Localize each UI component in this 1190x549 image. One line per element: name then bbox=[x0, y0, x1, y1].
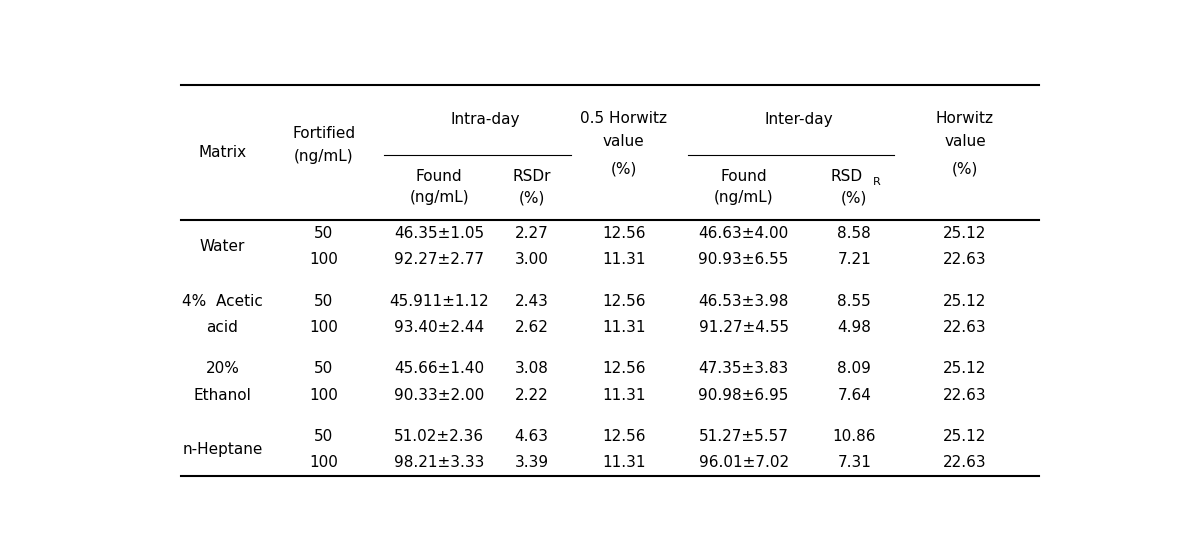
Text: 45.911±1.12: 45.911±1.12 bbox=[389, 294, 489, 309]
Text: value: value bbox=[944, 135, 985, 149]
Text: n-Heptane: n-Heptane bbox=[182, 442, 263, 457]
Text: 90.98±6.95: 90.98±6.95 bbox=[699, 388, 789, 402]
Text: Horwitz: Horwitz bbox=[937, 111, 994, 126]
Text: 45.66±1.40: 45.66±1.40 bbox=[394, 361, 484, 376]
Text: 50: 50 bbox=[314, 361, 333, 376]
Text: Ethanol: Ethanol bbox=[194, 388, 251, 402]
Text: 50: 50 bbox=[314, 226, 333, 241]
Text: 25.12: 25.12 bbox=[944, 294, 987, 309]
Text: (ng/mL): (ng/mL) bbox=[294, 149, 353, 164]
Text: RSDr: RSDr bbox=[512, 169, 551, 184]
Text: (%): (%) bbox=[841, 191, 868, 205]
Text: 2.43: 2.43 bbox=[514, 294, 549, 309]
Text: 20%: 20% bbox=[206, 361, 239, 376]
Text: (%): (%) bbox=[610, 162, 637, 177]
Text: 51.27±5.57: 51.27±5.57 bbox=[699, 429, 789, 444]
Text: 3.00: 3.00 bbox=[514, 253, 549, 267]
Text: 7.21: 7.21 bbox=[838, 253, 871, 267]
Text: RSD: RSD bbox=[831, 169, 863, 184]
Text: 12.56: 12.56 bbox=[602, 226, 645, 241]
Text: 96.01±7.02: 96.01±7.02 bbox=[699, 455, 789, 470]
Text: 4%  Acetic: 4% Acetic bbox=[182, 294, 263, 309]
Text: 46.63±4.00: 46.63±4.00 bbox=[699, 226, 789, 241]
Text: 100: 100 bbox=[309, 388, 338, 402]
Text: R: R bbox=[872, 177, 881, 187]
Text: 8.09: 8.09 bbox=[838, 361, 871, 376]
Text: 91.27±4.55: 91.27±4.55 bbox=[699, 320, 789, 335]
Text: 7.64: 7.64 bbox=[838, 388, 871, 402]
Text: 25.12: 25.12 bbox=[944, 361, 987, 376]
Text: 11.31: 11.31 bbox=[602, 320, 645, 335]
Text: 93.40±2.44: 93.40±2.44 bbox=[394, 320, 484, 335]
Text: (%): (%) bbox=[952, 162, 978, 177]
Text: 2.22: 2.22 bbox=[514, 388, 549, 402]
Text: 0.5 Horwitz: 0.5 Horwitz bbox=[581, 111, 668, 126]
Text: Found: Found bbox=[720, 169, 766, 184]
Text: 25.12: 25.12 bbox=[944, 226, 987, 241]
Text: value: value bbox=[603, 135, 645, 149]
Text: 90.33±2.00: 90.33±2.00 bbox=[394, 388, 484, 402]
Text: 7.31: 7.31 bbox=[838, 455, 871, 470]
Text: acid: acid bbox=[207, 320, 238, 335]
Text: 12.56: 12.56 bbox=[602, 429, 645, 444]
Text: 3.08: 3.08 bbox=[514, 361, 549, 376]
Text: 4.63: 4.63 bbox=[514, 429, 549, 444]
Text: (ng/mL): (ng/mL) bbox=[714, 191, 774, 205]
Text: 22.63: 22.63 bbox=[944, 253, 987, 267]
Text: 8.58: 8.58 bbox=[838, 226, 871, 241]
Text: Inter-day: Inter-day bbox=[765, 113, 833, 127]
Text: 100: 100 bbox=[309, 253, 338, 267]
Text: 12.56: 12.56 bbox=[602, 294, 645, 309]
Text: 11.31: 11.31 bbox=[602, 388, 645, 402]
Text: Intra-day: Intra-day bbox=[451, 113, 520, 127]
Text: 100: 100 bbox=[309, 455, 338, 470]
Text: 3.39: 3.39 bbox=[514, 455, 549, 470]
Text: 2.62: 2.62 bbox=[514, 320, 549, 335]
Text: 8.55: 8.55 bbox=[838, 294, 871, 309]
Text: 25.12: 25.12 bbox=[944, 429, 987, 444]
Text: 22.63: 22.63 bbox=[944, 320, 987, 335]
Text: 50: 50 bbox=[314, 429, 333, 444]
Text: 22.63: 22.63 bbox=[944, 388, 987, 402]
Text: (ng/mL): (ng/mL) bbox=[409, 191, 469, 205]
Text: 46.53±3.98: 46.53±3.98 bbox=[699, 294, 789, 309]
Text: 47.35±3.83: 47.35±3.83 bbox=[699, 361, 789, 376]
Text: (%): (%) bbox=[519, 191, 545, 205]
Text: 100: 100 bbox=[309, 320, 338, 335]
Text: 2.27: 2.27 bbox=[514, 226, 549, 241]
Text: Fortified: Fortified bbox=[293, 126, 356, 141]
Text: 4.98: 4.98 bbox=[838, 320, 871, 335]
Text: 50: 50 bbox=[314, 294, 333, 309]
Text: 12.56: 12.56 bbox=[602, 361, 645, 376]
Text: 22.63: 22.63 bbox=[944, 455, 987, 470]
Text: 98.21±3.33: 98.21±3.33 bbox=[394, 455, 484, 470]
Text: Water: Water bbox=[200, 239, 245, 254]
Text: 90.93±6.55: 90.93±6.55 bbox=[699, 253, 789, 267]
Text: 11.31: 11.31 bbox=[602, 253, 645, 267]
Text: 92.27±2.77: 92.27±2.77 bbox=[394, 253, 484, 267]
Text: 51.02±2.36: 51.02±2.36 bbox=[394, 429, 484, 444]
Text: 10.86: 10.86 bbox=[833, 429, 876, 444]
Text: 46.35±1.05: 46.35±1.05 bbox=[394, 226, 484, 241]
Text: Matrix: Matrix bbox=[199, 145, 246, 160]
Text: 11.31: 11.31 bbox=[602, 455, 645, 470]
Text: Found: Found bbox=[416, 169, 463, 184]
